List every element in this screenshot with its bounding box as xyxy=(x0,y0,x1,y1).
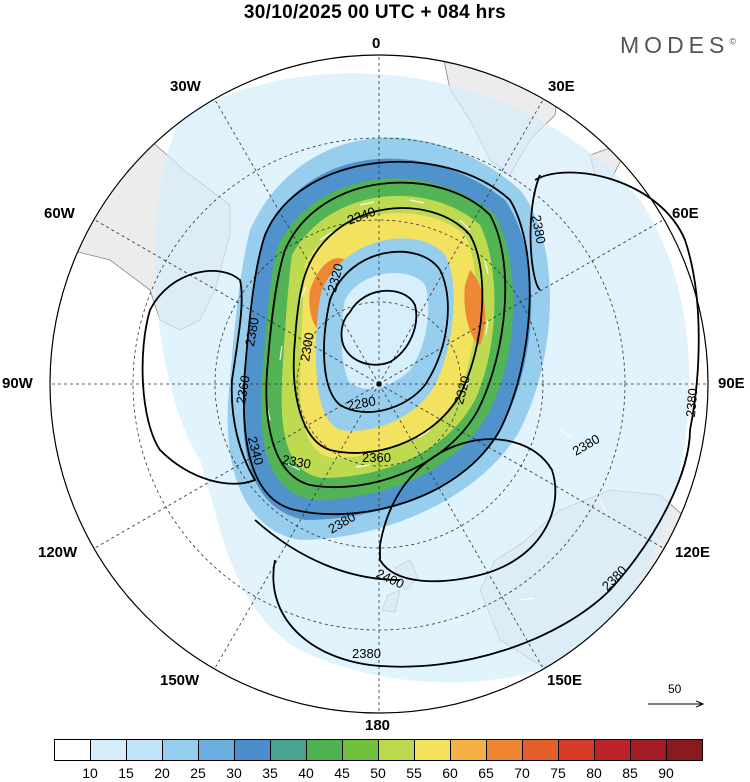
contour-2400 xyxy=(379,438,557,583)
lon-label-120w: 120W xyxy=(38,544,78,561)
lon-label-150w: 150W xyxy=(160,672,200,689)
colorbar-swatch xyxy=(522,739,559,761)
wind-vector xyxy=(409,199,425,204)
colorbar-label: 80 xyxy=(586,765,602,781)
brand-copyright-mark: © xyxy=(729,36,736,47)
wind-vector xyxy=(287,463,301,471)
colorbar-swatch xyxy=(450,739,487,761)
wind-center-calm xyxy=(341,273,429,389)
wind-vector xyxy=(459,219,471,231)
contour-label: 2380 xyxy=(242,316,262,347)
colorbar-swatch xyxy=(594,739,631,761)
wind-vector xyxy=(417,429,431,439)
contour-2380-ridge-east xyxy=(534,171,700,431)
graticule xyxy=(50,55,708,713)
contour-2340 xyxy=(265,181,507,489)
colorbar-swatch xyxy=(234,739,271,761)
contour-label: 2330 xyxy=(281,452,312,472)
contour-label: 2300 xyxy=(297,331,317,362)
wind-vector xyxy=(359,201,375,206)
colorbar-label: 40 xyxy=(298,765,314,781)
contour-label: 2380 xyxy=(352,646,381,661)
colorbar-swatch xyxy=(378,739,415,761)
wind-vector xyxy=(279,345,283,361)
colorbar-swatch xyxy=(486,739,523,761)
colorbar-swatch xyxy=(198,739,235,761)
wind-speed-shading xyxy=(155,73,690,683)
colorbar-swatch xyxy=(666,739,703,761)
colorbar-label: 20 xyxy=(154,765,170,781)
colorbar-swatch xyxy=(414,739,451,761)
lon-label-90w: 90W xyxy=(2,375,33,392)
brand-name: MODES xyxy=(620,32,730,58)
colorbar-label: 15 xyxy=(118,765,134,781)
wind-vector xyxy=(559,429,573,439)
lon-label-0: 0 xyxy=(372,35,381,52)
colorbar-label: 90 xyxy=(658,765,674,781)
colorbar-label: 45 xyxy=(334,765,350,781)
colorbar-label: 35 xyxy=(262,765,278,781)
contour-2300 xyxy=(323,250,449,413)
contour-2380-ridge-west xyxy=(141,269,257,485)
colorbar-label: 55 xyxy=(406,765,422,781)
lon-label-60w: 60W xyxy=(44,205,75,222)
contour-2320 xyxy=(292,207,484,454)
colorbar-label: 10 xyxy=(82,765,98,781)
contour-2380-outer-south xyxy=(272,429,691,668)
wind-vector xyxy=(319,231,333,241)
contour-label: 2380 xyxy=(683,388,700,418)
south-pole-marker xyxy=(376,381,382,387)
colorbar-swatch xyxy=(54,739,91,761)
lon-label-90e: 90E xyxy=(718,375,745,392)
contour-2380-south xyxy=(254,519,401,581)
colorbar-label: 25 xyxy=(190,765,206,781)
colorbar-label: 85 xyxy=(622,765,638,781)
wind-vector xyxy=(485,319,489,335)
wind-vector xyxy=(484,259,489,275)
contour-label: 2320 xyxy=(324,262,346,294)
contour-label: 2360 xyxy=(233,374,253,405)
contour-label: 2320 xyxy=(451,374,473,406)
map-rim xyxy=(49,54,709,714)
colorbar-swatch xyxy=(630,739,667,761)
colorbar-swatch xyxy=(342,739,379,761)
colorbar-swatch xyxy=(306,739,343,761)
map-title: 30/10/2025 00 UTC + 084 hrs xyxy=(243,2,507,23)
colorbar-swatch xyxy=(270,739,307,761)
colorbar-swatch xyxy=(126,739,163,761)
lon-label-30e: 30E xyxy=(548,78,575,95)
wind-vector xyxy=(299,285,307,301)
colorbar-label: 50 xyxy=(370,765,386,781)
colorbar-label: 75 xyxy=(550,765,566,781)
contour-2280 xyxy=(340,289,418,366)
contour-2360 xyxy=(242,160,531,516)
contour-label: 2340 xyxy=(245,435,267,467)
lon-label-60e: 60E xyxy=(672,205,699,222)
colorbar-label: 60 xyxy=(442,765,458,781)
colorbar-label: 30 xyxy=(226,765,242,781)
lon-label-180: 180 xyxy=(365,717,391,734)
wind-vector xyxy=(599,499,607,513)
colorbar-swatch xyxy=(558,739,595,761)
wind-reference-value: 50 xyxy=(668,682,682,696)
wind-vector xyxy=(519,597,535,601)
lon-label-30w: 30W xyxy=(170,78,201,95)
contour-label: 2380 xyxy=(529,214,549,245)
wind-vector xyxy=(355,464,371,468)
colorbar-label: 65 xyxy=(478,765,494,781)
lon-label-120e: 120E xyxy=(675,544,711,561)
colorbar-swatch xyxy=(162,739,199,761)
colorbar-swatch xyxy=(90,739,127,761)
contour-label: 2280 xyxy=(346,393,377,413)
height-contours xyxy=(141,160,700,668)
colorbar-label: 70 xyxy=(514,765,530,781)
contour-label: 2360 xyxy=(362,450,391,465)
lon-label-150e: 150E xyxy=(547,672,583,689)
wind-vectors xyxy=(266,199,607,621)
contour-2380-main xyxy=(529,174,541,291)
modes-logo: MODES© xyxy=(620,32,736,59)
